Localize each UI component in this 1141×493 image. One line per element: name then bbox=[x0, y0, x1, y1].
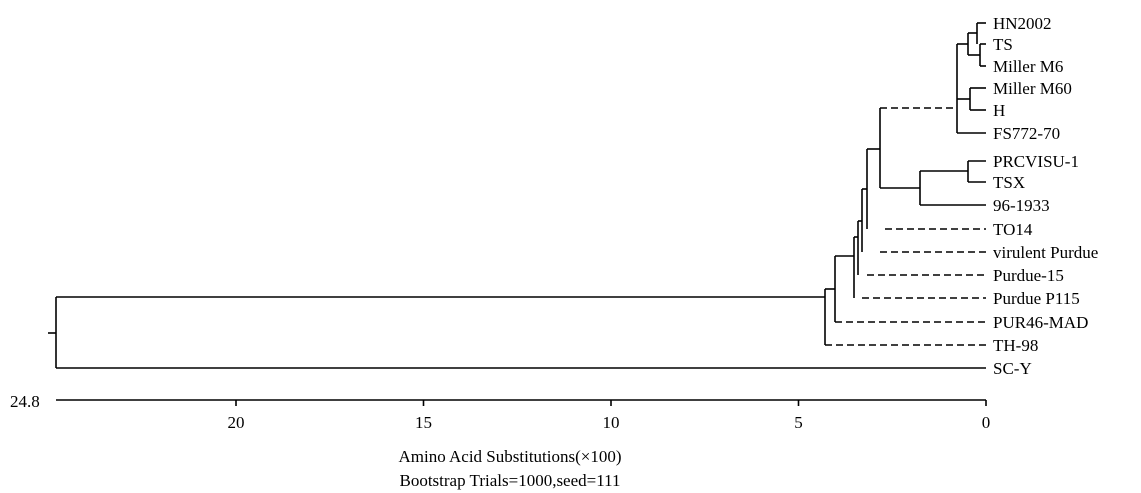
axis-tick-label: 10 bbox=[603, 413, 620, 432]
leaf-label: HN2002 bbox=[993, 14, 1052, 33]
axis-tick-label: 0 bbox=[982, 413, 991, 432]
bootstrap-note: Bootstrap Trials=1000,seed=111 bbox=[399, 471, 621, 490]
leaf-label: Purdue P115 bbox=[993, 289, 1080, 308]
leaf-label: TH-98 bbox=[993, 336, 1038, 355]
leaf-label: H bbox=[993, 101, 1005, 120]
leaf-labels: HN2002 TS Miller M6 Miller M60 H FS772-70 PRCV… bbox=[993, 14, 1098, 378]
leaf-label: 96-1933 bbox=[993, 196, 1050, 215]
leaf-label: TS bbox=[993, 35, 1013, 54]
axis-ticks: 20 15 10 5 0 bbox=[228, 400, 991, 432]
leaf-label: PRCVISU-1 bbox=[993, 152, 1079, 171]
leaf-label: Miller M60 bbox=[993, 79, 1072, 98]
leaf-label: SC-Y bbox=[993, 359, 1032, 378]
scale-axis: 20 15 10 5 0 24.8 bbox=[10, 392, 990, 432]
leaf-label: PUR46-MAD bbox=[993, 313, 1088, 332]
leaf-label: TSX bbox=[993, 173, 1025, 192]
axis-tick-label: 5 bbox=[794, 413, 803, 432]
leaf-label: TO14 bbox=[993, 220, 1033, 239]
root-depth-label: 24.8 bbox=[10, 392, 40, 411]
tree-branches bbox=[48, 22, 986, 369]
leaf-label: Purdue-15 bbox=[993, 266, 1064, 285]
axis-title: Amino Acid Substitutions(×100) bbox=[398, 447, 622, 466]
axis-tick-label: 15 bbox=[415, 413, 432, 432]
leaf-label: Miller M6 bbox=[993, 57, 1063, 76]
axis-tick-label: 20 bbox=[228, 413, 245, 432]
leaf-label: FS772-70 bbox=[993, 124, 1060, 143]
leaf-label: virulent Purdue bbox=[993, 243, 1098, 262]
